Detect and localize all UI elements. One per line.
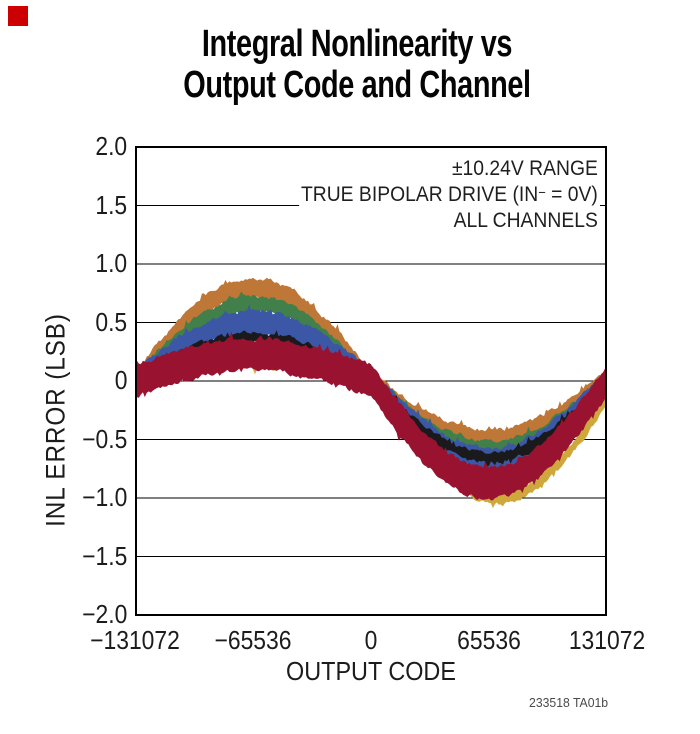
- x-tick-label: 131072: [568, 625, 646, 655]
- y-tick-label: 0.5: [95, 306, 127, 337]
- y-tick-label: −2.0: [81, 599, 127, 629]
- chart-title: Integral Nonlinearity vs Output Code and…: [14, 24, 700, 106]
- condition-annotations: ±10.24V RANGE TRUE BIPOLAR DRIVE (IN− = …: [273, 156, 600, 234]
- x-tick-label: 0: [364, 625, 378, 655]
- y-axis-title: INL ERROR (LSB): [40, 313, 71, 527]
- annotation-channels: ALL CHANNELS: [452, 209, 600, 232]
- plot-frame: [135, 146, 607, 616]
- y-tick-label: 0: [114, 365, 127, 395]
- annotation-drive: TRUE BIPOLAR DRIVE (IN− = 0V): [299, 183, 600, 206]
- chart-title-line-2: Output Code and Channel: [183, 64, 531, 106]
- x-tick-label: 65536: [457, 625, 521, 655]
- y-tick-label: 1.5: [95, 189, 127, 220]
- chart-title-line-1: Integral Nonlinearity vs: [201, 23, 513, 65]
- y-tick-label: −1.5: [81, 540, 127, 571]
- plot-area: [135, 146, 607, 616]
- y-tick-label: −1.0: [81, 482, 127, 512]
- y-tick-label: −0.5: [81, 423, 127, 454]
- y-tick-label: 2.0: [95, 131, 127, 161]
- inl-curves-svg: [135, 146, 607, 616]
- superscript-minus: −: [538, 184, 547, 200]
- y-tick-label: 1.0: [95, 248, 127, 278]
- x-tick-label: −65536: [214, 625, 292, 655]
- x-axis-title: OUTPUT CODE: [286, 656, 456, 686]
- x-tick-label: −131072: [90, 625, 180, 655]
- y-axis-tick-labels: 2.0 1.5 1.0 0.5 0 −0.5 −1.0 −1.5 −2.0: [0, 0, 127, 734]
- channel-crimson: [135, 331, 607, 501]
- figure-reference-code: 233518 TA01b: [528, 695, 608, 710]
- red-marker-square: [8, 6, 28, 26]
- annotation-range: ±10.24V RANGE: [450, 157, 600, 180]
